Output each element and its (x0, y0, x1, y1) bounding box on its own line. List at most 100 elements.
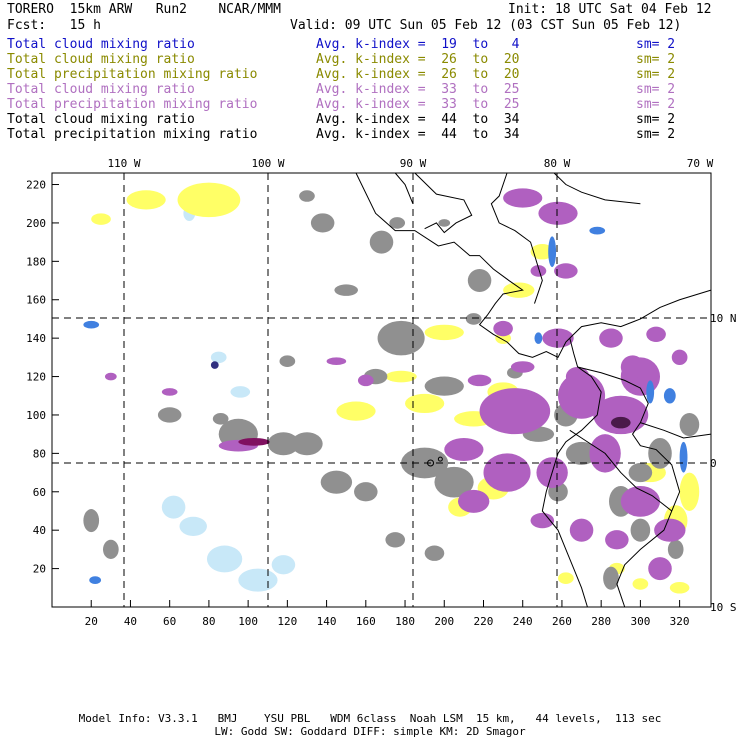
gray-cloud-patch (369, 230, 394, 254)
gray-cloud-patch (279, 355, 296, 367)
gray-cloud-patch (434, 466, 474, 498)
gray-cloud-patch (603, 566, 619, 590)
gray-cloud-patch (630, 518, 651, 542)
legend-smoothing: sm= 2 (636, 82, 676, 97)
map-figure: 20 40 60 80 100 120 140 160 180 200 220 240 260 280 30… (26, 157, 736, 628)
longitude-label: 100 W (251, 157, 284, 170)
x-tick-label: 240 (513, 615, 533, 628)
purple-cloud-patch (542, 328, 574, 348)
coastline (541, 338, 602, 608)
legend-stat: Avg. k-index = 26 to 20 (316, 67, 520, 82)
legend-smoothing: sm= 2 (636, 67, 676, 82)
x-tick-label: 160 (356, 615, 376, 628)
light-cloud-patch (210, 351, 227, 364)
yellow-cloud-patch (126, 190, 166, 210)
blue-cloud-patch (589, 226, 606, 235)
yellow-cloud-patch (424, 324, 464, 341)
x-tick-label: 220 (474, 615, 494, 628)
x-tick-label: 140 (317, 615, 337, 628)
purple-cloud-patch (457, 489, 490, 513)
light-cloud-patch (179, 516, 207, 536)
gray-cloud-patch (212, 413, 229, 425)
legend-stat: Avg. k-index = 44 to 34 (316, 127, 520, 142)
purple-cloud-patch (479, 388, 551, 435)
purple-cloud-patch (467, 374, 492, 387)
gray-cloud-patch (424, 545, 445, 561)
legend-field: Total precipitation mixing ratio (7, 67, 258, 82)
y-tick-label: 140 (26, 332, 46, 345)
legend-smoothing: sm= 2 (636, 112, 676, 127)
light-cloud-patch (271, 555, 296, 575)
yellow-cloud-patch (177, 182, 241, 218)
purple-cloud-patch (648, 557, 672, 581)
x-tick-label: 320 (670, 615, 690, 628)
x-tick-label: 60 (163, 615, 176, 628)
blue-cloud-patch (548, 236, 557, 268)
yellow-cloud-patch (91, 213, 111, 225)
purple-cloud-patch (493, 320, 513, 337)
dark-patch (610, 416, 631, 429)
purple-cloud-patch (530, 265, 547, 277)
purple-cloud-patch (654, 518, 686, 542)
coastline (569, 289, 712, 339)
gray-cloud-patch (679, 413, 700, 437)
legend-stat: Avg. k-index = 33 to 25 (316, 97, 520, 112)
y-tick-label: 60 (33, 486, 46, 499)
y-tick-label: 160 (26, 294, 46, 307)
model-info-line2: LW: Godd SW: Goddard DIFF: simple KM: 2D… (214, 725, 526, 738)
blue-cloud-patch (89, 576, 102, 584)
y-tick-label: 200 (26, 217, 46, 230)
purple-cloud-patch (326, 357, 347, 366)
legend-field: Total precipitation mixing ratio (7, 97, 258, 112)
x-tick-label: 40 (124, 615, 137, 628)
latitude-label: 10 S (710, 601, 737, 614)
model-info-line1: Model Info: V3.3.1 BMJ YSU PBL WDM 6clas… (78, 712, 662, 725)
legend-field: Total cloud mixing ratio (7, 82, 195, 97)
coastline (640, 422, 712, 439)
gray-cloud-patch (465, 313, 482, 325)
gray-cloud-patch (83, 509, 100, 533)
yellow-cloud-patch (679, 472, 700, 511)
y-tick-label: 180 (26, 255, 46, 268)
blue-cloud-patch (663, 388, 676, 404)
purple-cloud-patch (554, 263, 578, 279)
gray-cloud-patch (354, 482, 378, 502)
legend-field: Total cloud mixing ratio (7, 112, 195, 127)
valid-time: Valid: 09 UTC Sun 05 Feb 12 (03 CST Sun … (290, 18, 682, 33)
y-tick-label: 220 (26, 179, 46, 192)
legend-smoothing: sm= 2 (636, 127, 676, 142)
longitude-label: 70 W (687, 157, 714, 170)
purple-cloud-patch (444, 438, 484, 462)
y-tick-label: 20 (33, 563, 46, 576)
gray-cloud-patch (320, 470, 353, 494)
gray-cloud-patch (267, 432, 300, 456)
coastline (490, 172, 543, 304)
legend-stat: Avg. k-index = 44 to 34 (316, 112, 520, 127)
gray-cloud-patch (299, 190, 315, 202)
legend-field: Total precipitation mixing ratio (7, 127, 258, 142)
forecast-hour: Fcst: 15 h (7, 18, 101, 33)
purple-cloud-patch (599, 328, 623, 348)
purple-cloud-patch (620, 486, 661, 517)
init-time: Init: 18 UTC Sat 04 Feb 12 (508, 2, 712, 17)
gray-cloud-patch (102, 539, 119, 559)
cloud-field-shapes (83, 182, 700, 594)
axis-ticks: 20 40 60 80 100 120 140 160 180 200 220 240 260 280 30… (26, 157, 736, 628)
gray-cloud-patch (424, 376, 464, 396)
x-tick-label: 180 (395, 615, 415, 628)
blue-cloud-patch (679, 441, 688, 473)
purple-cloud-patch (671, 349, 688, 366)
gray-cloud-patch (438, 219, 451, 227)
dark-purple-patch (238, 438, 270, 446)
purple-cloud-patch (565, 366, 590, 387)
purple-cloud-patch (357, 374, 374, 387)
gray-cloud-patch (385, 532, 406, 548)
yellow-cloud-patch (632, 578, 649, 590)
coastline (394, 172, 414, 204)
purple-cloud-patch (538, 201, 578, 225)
gray-cloud-patch (628, 462, 653, 483)
gray-cloud-patch (377, 320, 425, 356)
y-tick-label: 40 (33, 524, 46, 537)
gray-cloud-patch (157, 407, 182, 423)
purple-cloud-patch (503, 188, 543, 208)
